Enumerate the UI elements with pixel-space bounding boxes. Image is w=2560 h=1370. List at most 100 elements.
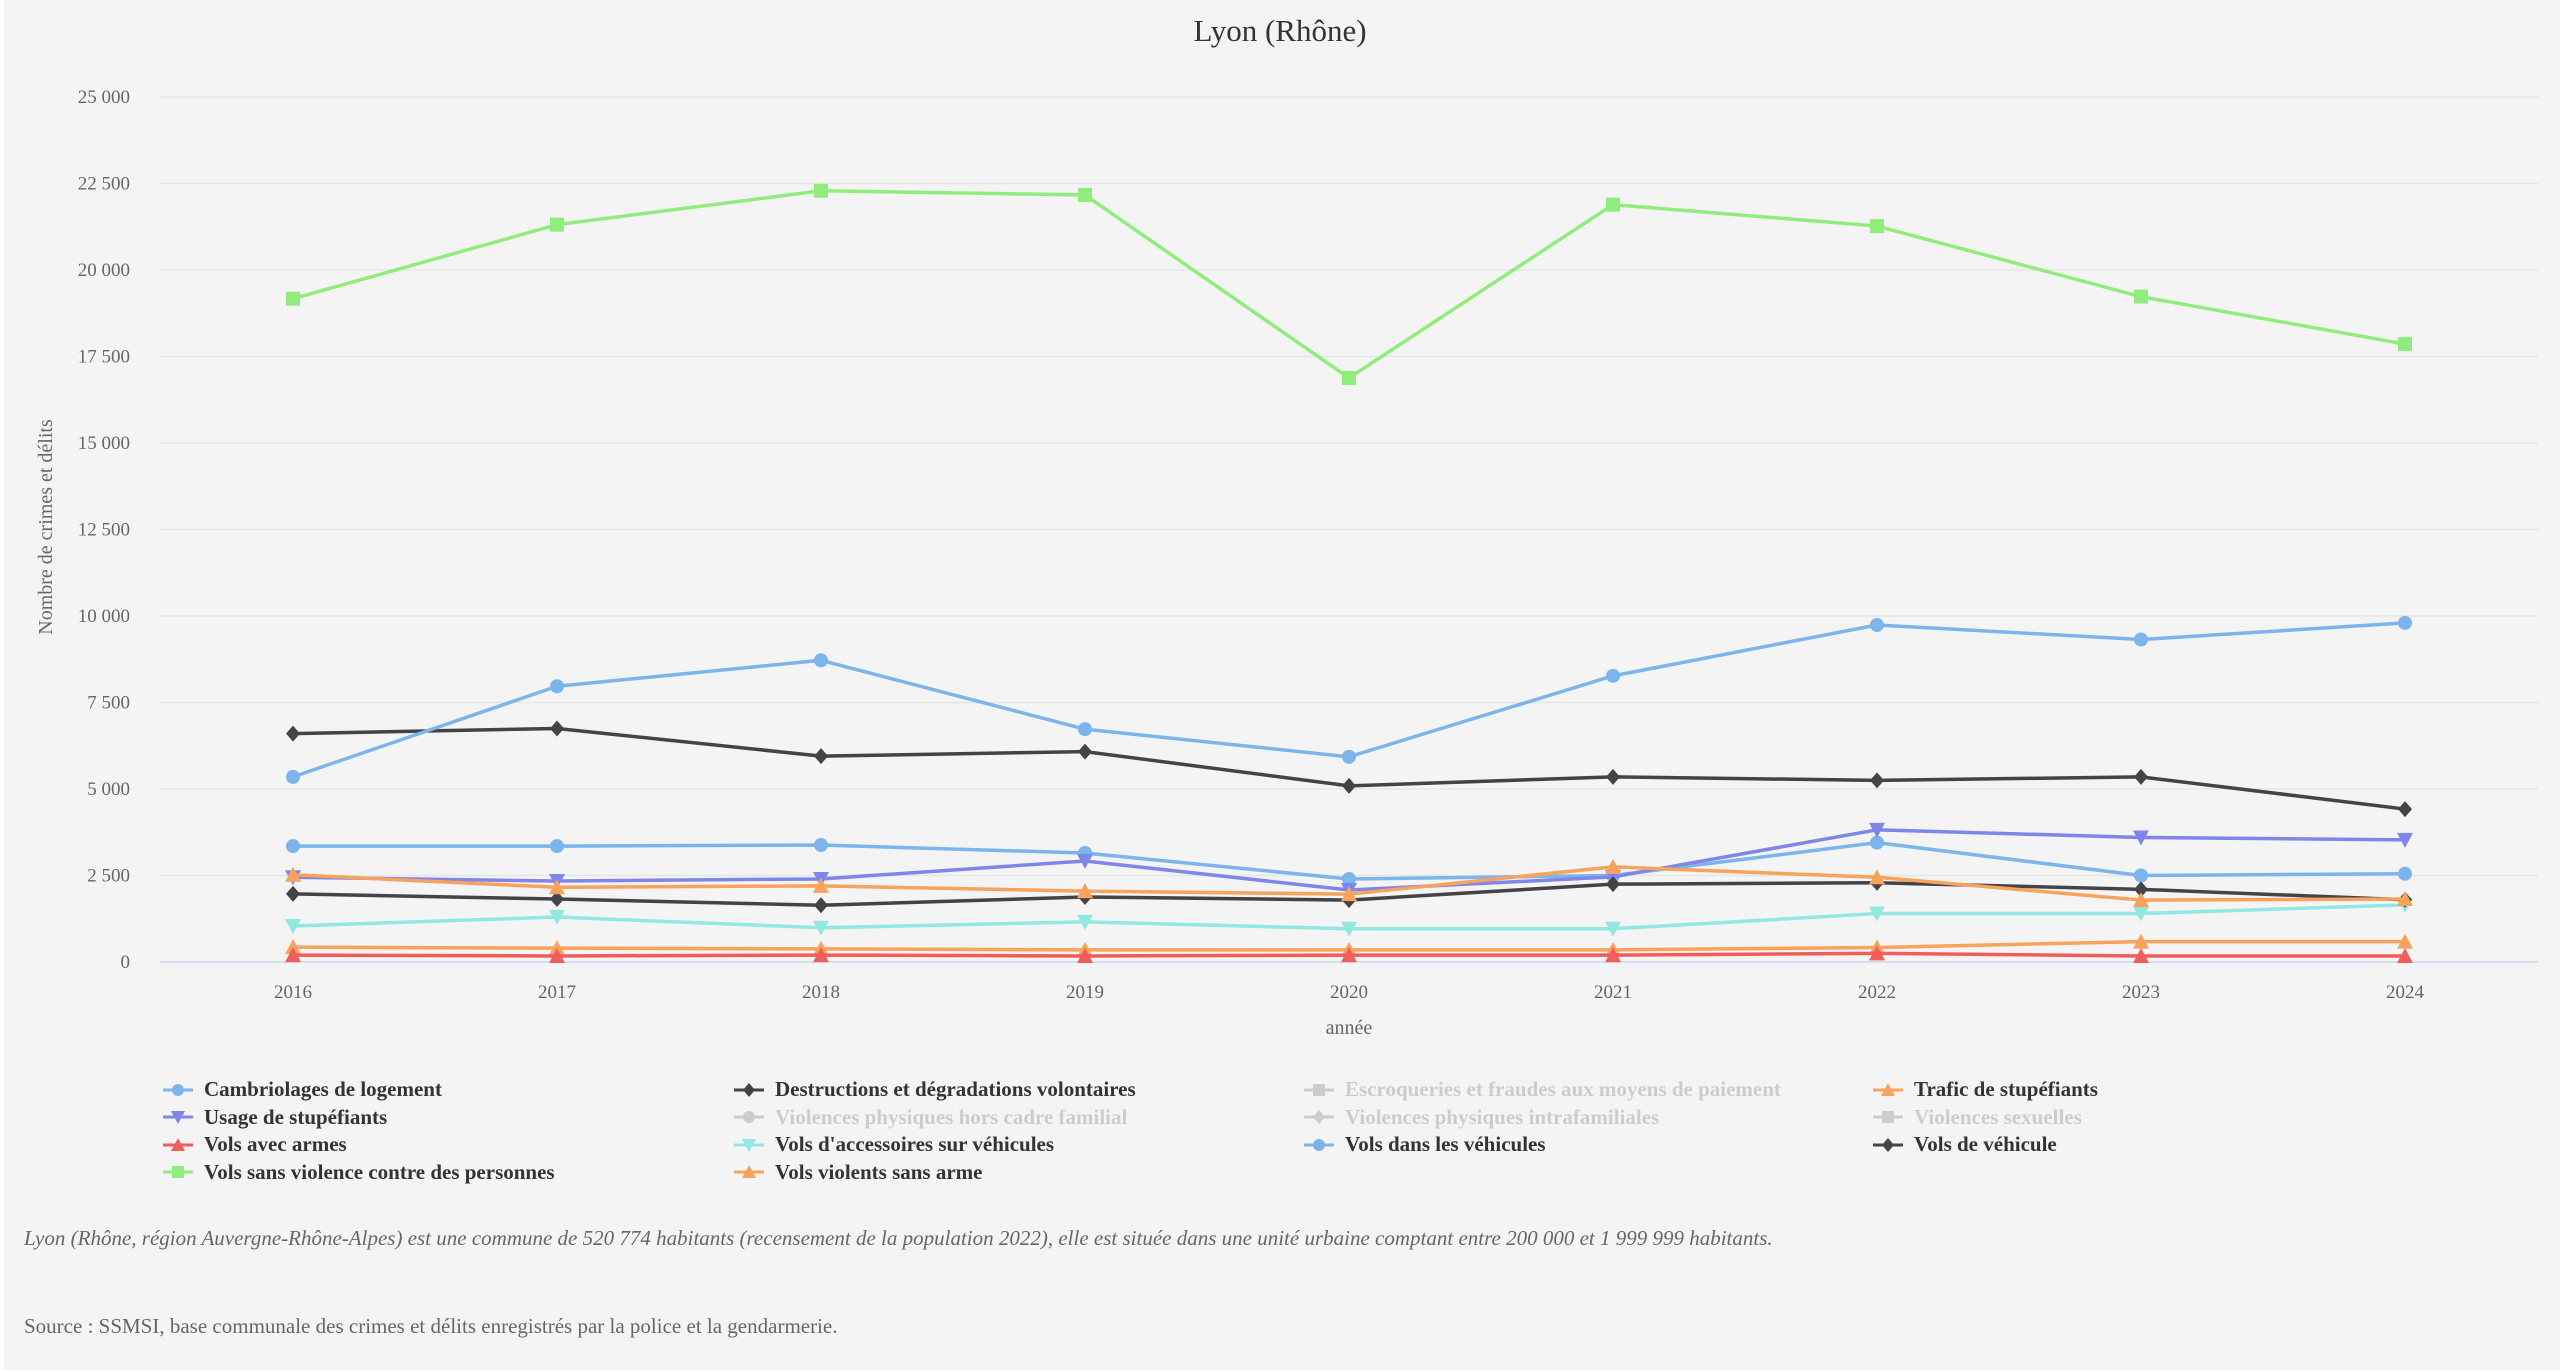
data-point[interactable] [549, 910, 565, 926]
data-point[interactable] [2133, 892, 2149, 908]
data-point[interactable] [1870, 772, 1884, 789]
data-point[interactable] [1869, 906, 1885, 922]
legend-label: Violences sexuelles [1914, 1104, 2082, 1129]
data-point[interactable] [285, 919, 301, 935]
data-point[interactable] [814, 183, 828, 198]
data-point[interactable] [285, 866, 301, 882]
data-point[interactable] [2398, 866, 2412, 881]
data-point[interactable] [1078, 187, 1092, 202]
data-point[interactable] [549, 879, 565, 895]
legend-diamond-icon [1873, 1137, 1903, 1152]
x-tick-label: 2019 [1066, 982, 1104, 1003]
data-point[interactable] [2397, 832, 2413, 848]
data-point[interactable] [285, 947, 301, 963]
data-point[interactable] [549, 947, 565, 963]
legend-item-trafic-de-stupefiants[interactable]: Trafic de stupéfiants [1872, 1076, 2372, 1104]
data-point[interactable] [1077, 883, 1093, 899]
commune-description: Lyon (Rhône, région Auvergne-Rhône-Alpes… [24, 1226, 1773, 1250]
legend-item-usage-de-stupefiants[interactable]: Usage de stupéfiants [162, 1104, 733, 1132]
data-point[interactable] [2398, 337, 2412, 352]
legend-item-violences-physiques-intrafamiliales[interactable]: Violences physiques intrafamiliales [1303, 1104, 1872, 1132]
data-point[interactable] [286, 885, 300, 902]
legend-label: Vols sans violence contre des personnes [204, 1159, 555, 1184]
data-point[interactable] [1605, 947, 1621, 963]
data-point[interactable] [2133, 947, 2149, 963]
legend-item-destructions-et-degradations-volontaires[interactable]: Destructions et dégradations volontaires [733, 1076, 1303, 1104]
data-point[interactable] [814, 838, 828, 853]
data-point[interactable] [1342, 370, 1356, 385]
data-point[interactable] [286, 725, 300, 742]
data-point[interactable] [1606, 768, 1620, 785]
data-point[interactable] [1870, 835, 1884, 850]
data-point[interactable] [1870, 617, 1884, 632]
data-point[interactable] [1869, 945, 1885, 961]
data-point[interactable] [1342, 777, 1356, 794]
data-point[interactable] [1606, 668, 1620, 683]
data-point[interactable] [1869, 869, 1885, 885]
legend-item-vols-dans-les-vehicules[interactable]: Vols dans les véhicules [1303, 1131, 1872, 1159]
data-point[interactable] [550, 839, 564, 854]
line-chart: Lyon (Rhône) 0 2 500 5 000 7 500 10 000 12 50… [35, 13, 2538, 1039]
data-point[interactable] [814, 653, 828, 668]
y-tick-label: 5 000 [87, 779, 130, 800]
data-point[interactable] [2398, 801, 2412, 818]
data-point[interactable] [1341, 886, 1357, 902]
data-point[interactable] [285, 939, 301, 955]
data-point[interactable] [1606, 197, 1620, 212]
legend-label: Destructions et dégradations volontaires [775, 1077, 1136, 1102]
legend-item-vols-d-accessoires-sur-vehicules[interactable]: Vols d'accessoires sur véhicules [733, 1131, 1303, 1159]
data-point[interactable] [550, 720, 564, 737]
legend-label: Trafic de stupéfiants [1914, 1077, 2098, 1102]
data-point[interactable] [814, 897, 828, 914]
data-point[interactable] [1078, 722, 1092, 737]
data-point[interactable] [1077, 914, 1093, 930]
data-point[interactable] [2133, 933, 2149, 949]
data-point[interactable] [2397, 933, 2413, 949]
data-point[interactable] [1605, 858, 1621, 874]
data-point[interactable] [550, 679, 564, 694]
legend-item-vols-avec-armes[interactable]: Vols avec armes [162, 1131, 733, 1159]
legend-item-vols-sans-violence-contre-des-personnes[interactable]: Vols sans violence contre des personnes [162, 1159, 733, 1187]
data-point[interactable] [2134, 768, 2148, 785]
legend-item-escroqueries-et-fraudes-aux-moyens-de-paiement[interactable]: Escroqueries et fraudes aux moyens de pa… [1303, 1076, 1872, 1104]
data-point[interactable] [1342, 749, 1356, 764]
y-axis-title: Nombre de crimes et délits [35, 419, 57, 635]
data-point[interactable] [814, 748, 828, 765]
data-point[interactable] [2134, 632, 2148, 647]
data-point[interactable] [1342, 871, 1356, 886]
data-point[interactable] [1606, 876, 1620, 893]
data-point[interactable] [286, 291, 300, 306]
data-point[interactable] [1077, 947, 1093, 963]
data-point[interactable] [2134, 868, 2148, 883]
legend-diamond-icon [734, 1082, 764, 1097]
data-point[interactable] [550, 217, 564, 232]
data-point[interactable] [549, 940, 565, 956]
data-point[interactable] [550, 891, 564, 908]
data-point[interactable] [286, 839, 300, 854]
data-point[interactable] [1869, 822, 1885, 838]
legend-item-violences-sexuelles[interactable]: Violences sexuelles [1872, 1104, 2372, 1132]
legend-triangle-down-icon [734, 1138, 764, 1152]
data-point[interactable] [1341, 921, 1357, 937]
data-point[interactable] [2134, 881, 2148, 898]
data-point[interactable] [813, 947, 829, 963]
data-point[interactable] [1078, 743, 1092, 760]
data-point[interactable] [2398, 615, 2412, 630]
data-point[interactable] [2134, 289, 2148, 304]
data-point[interactable] [286, 769, 300, 784]
data-point[interactable] [1870, 219, 1884, 234]
legend-item-cambriolages-de-logement[interactable]: Cambriolages de logement [162, 1076, 733, 1104]
data-point[interactable] [813, 877, 829, 893]
data-point[interactable] [813, 920, 829, 936]
legend-item-violences-physiques-hors-cadre-familial[interactable]: Violences physiques hors cadre familial [733, 1104, 1303, 1132]
data-point[interactable] [2397, 891, 2413, 907]
data-point[interactable] [2133, 906, 2149, 922]
legend-item-vols-de-vehicule[interactable]: Vols de véhicule [1872, 1131, 2372, 1159]
legend-item-vols-violents-sans-arme[interactable]: Vols violents sans arme [733, 1159, 1303, 1187]
data-point[interactable] [1341, 947, 1357, 963]
data-point[interactable] [1605, 921, 1621, 937]
data-point[interactable] [2133, 830, 2149, 846]
data-point[interactable] [2397, 947, 2413, 963]
data-point[interactable] [1077, 853, 1093, 869]
series-line [292, 726, 2406, 811]
